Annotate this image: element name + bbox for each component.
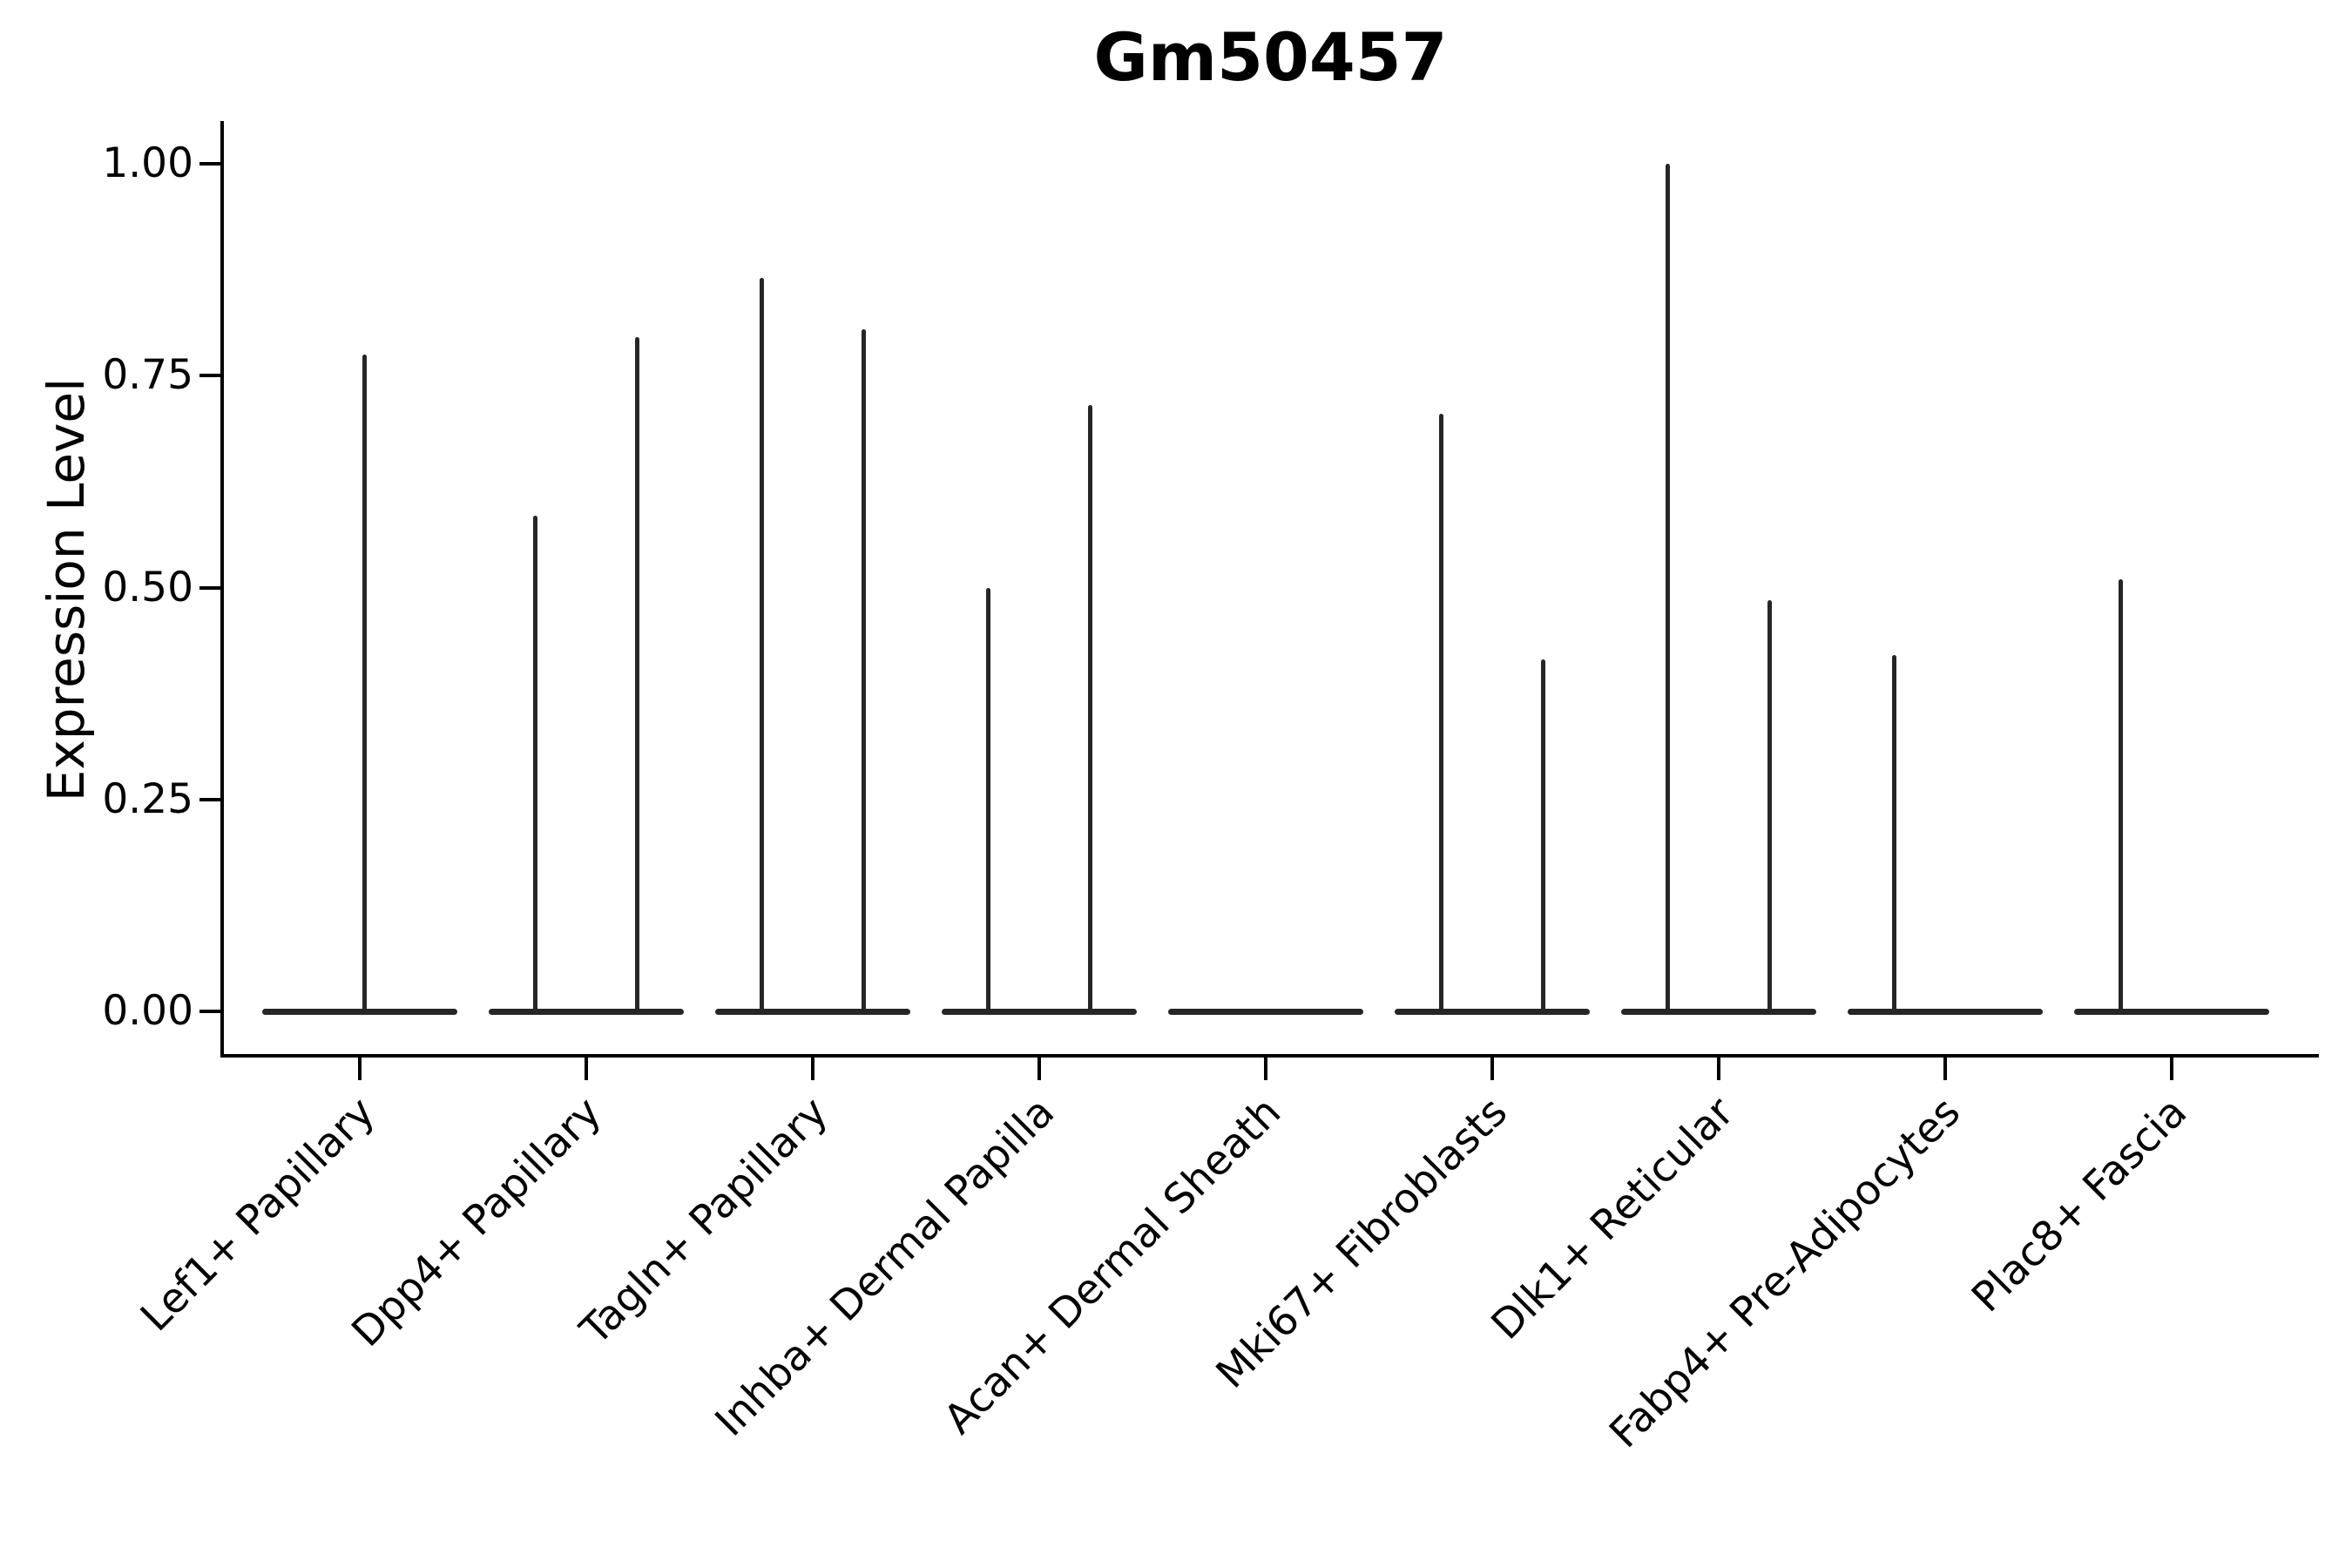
violin-spike (1892, 655, 1896, 1015)
x-tick (1717, 1057, 1720, 1080)
violin-spike (1439, 414, 1443, 1015)
violin-zero-baseline (489, 1008, 684, 1015)
y-tick (199, 797, 220, 801)
y-tick-label: 1.00 (102, 139, 193, 187)
x-tick-label: Fabp4+ Pre-Adipocytes (1600, 1088, 1970, 1457)
x-axis-spine (220, 1053, 2319, 1058)
violin-spike (2119, 578, 2123, 1015)
x-tick-label: Dlk1+ Reticular (1482, 1088, 1744, 1349)
violin-spike (533, 515, 537, 1015)
violin-zero-baseline (942, 1008, 1137, 1015)
x-tick-label: Dpp4+ Papillary (342, 1088, 612, 1356)
y-tick (199, 162, 220, 166)
x-tick-label: Acan+ Dermal Sheath (935, 1088, 1291, 1444)
violin-zero-baseline (2074, 1008, 2269, 1015)
x-tick (2170, 1057, 2173, 1080)
violin-zero-baseline (262, 1008, 457, 1015)
violin-zero-baseline (1621, 1008, 1816, 1015)
violin-spike (986, 587, 990, 1015)
y-tick-label: 0.25 (102, 774, 193, 823)
x-tick (811, 1057, 814, 1080)
y-tick-label: 0.75 (102, 351, 193, 400)
y-tick (199, 1010, 220, 1013)
violin-spike (635, 337, 639, 1015)
violin-zero-baseline (1168, 1008, 1363, 1015)
violin-spike (362, 354, 367, 1015)
violin-spike (1088, 405, 1092, 1015)
y-axis-spine (220, 121, 224, 1058)
x-tick-label: Plac8+ Fascia (1963, 1088, 2197, 1322)
x-tick-label: Inhba+ Dermal Papilla (706, 1088, 1064, 1446)
violin-spike (760, 278, 764, 1015)
x-tick (1264, 1057, 1267, 1080)
x-tick (1037, 1057, 1041, 1080)
x-tick-label: Tagln+ Papillary (571, 1088, 838, 1355)
y-tick-label: 0.50 (102, 563, 193, 612)
violin-spike (862, 328, 866, 1015)
y-tick (199, 374, 220, 378)
violin-zero-baseline (1848, 1008, 2043, 1015)
violin-zero-baseline (1395, 1008, 1590, 1015)
violin-spike (1767, 600, 1772, 1015)
violin-spike (1666, 164, 1670, 1015)
x-tick (585, 1057, 588, 1080)
x-tick-label: Mki67+ Fibroblasts (1206, 1088, 1517, 1398)
plot-title: Gm50457 (1093, 18, 1448, 96)
violin-spike (1541, 659, 1545, 1015)
y-tick-label: 0.00 (102, 987, 193, 1035)
y-tick (199, 585, 220, 590)
x-tick (358, 1057, 362, 1080)
violin-zero-baseline (715, 1008, 910, 1015)
x-tick (1490, 1057, 1494, 1080)
x-tick (1943, 1057, 1947, 1080)
